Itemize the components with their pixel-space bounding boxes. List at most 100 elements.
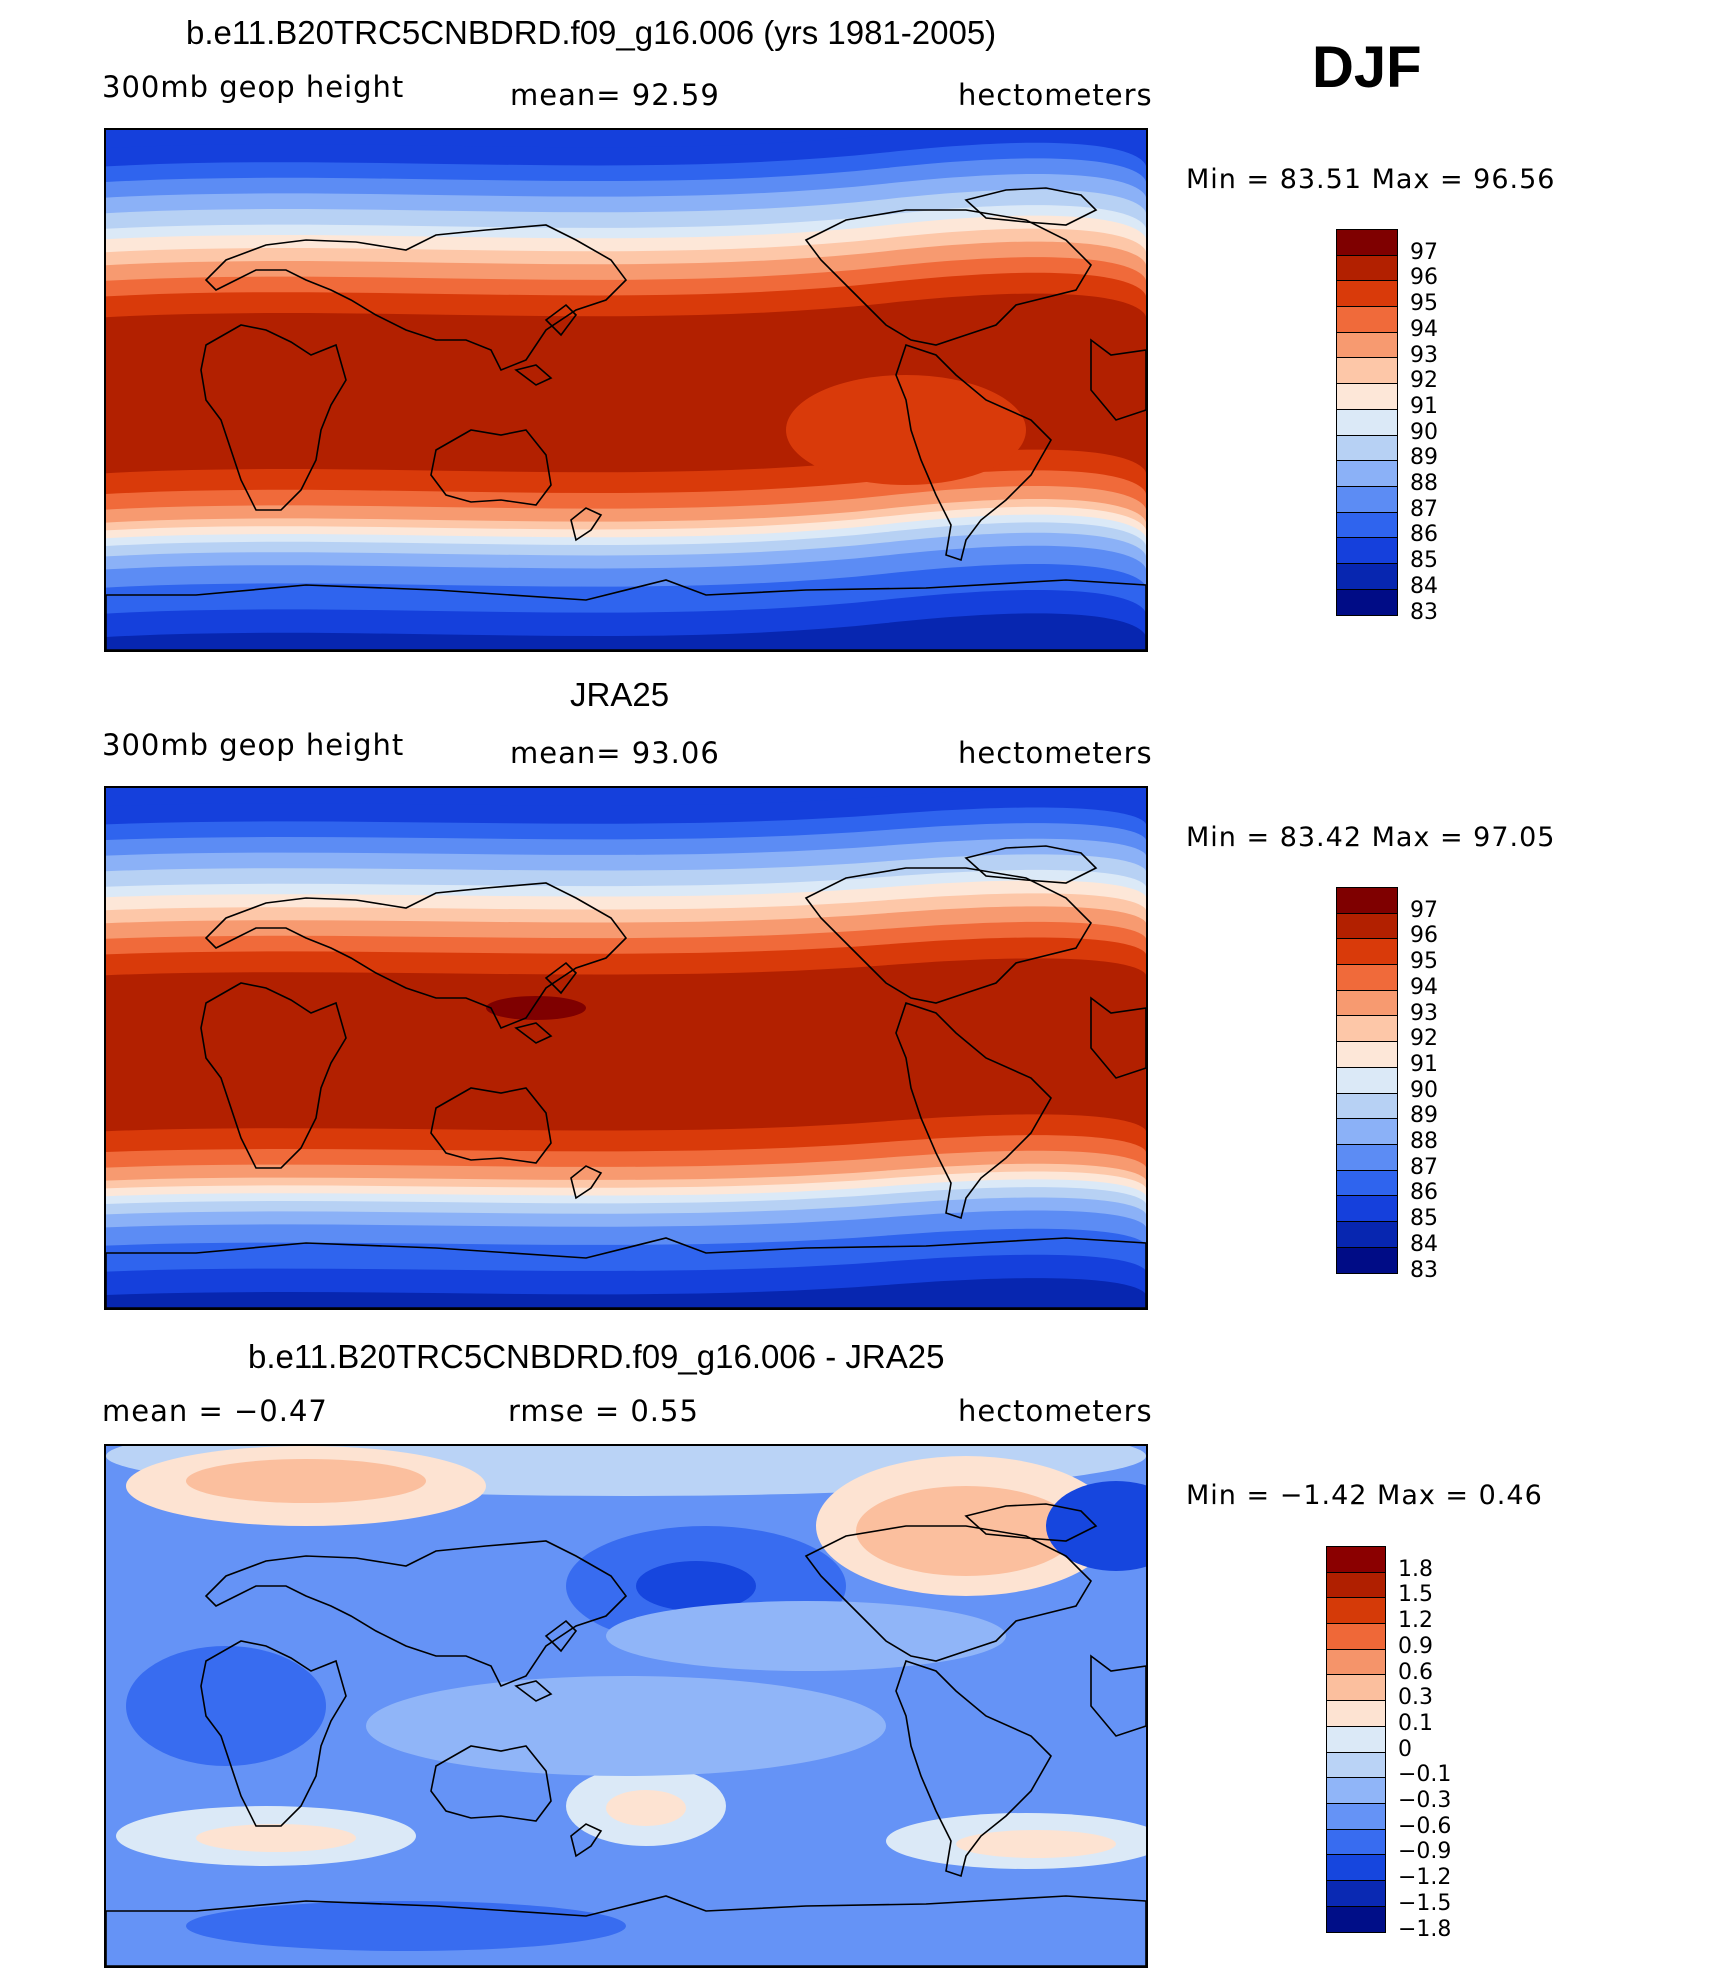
colorbar-label: 92 xyxy=(1410,368,1438,394)
colorbar-swatch xyxy=(1337,888,1397,914)
colorbar-swatch xyxy=(1327,1752,1385,1779)
colorbar-label: 97 xyxy=(1410,239,1438,265)
colorbar-swatch xyxy=(1327,1701,1385,1727)
colorbar-swatch xyxy=(1337,913,1397,940)
colorbar-swatch xyxy=(1337,1042,1397,1068)
colorbar-swatch xyxy=(1337,538,1397,564)
panel-1-units: hectometers xyxy=(958,78,1153,112)
coastline xyxy=(895,1659,1052,1878)
colorbar-label: 85 xyxy=(1410,548,1438,574)
coastline xyxy=(514,1022,553,1044)
colorbar-label: −0.3 xyxy=(1398,1788,1452,1813)
colorbar-swatch xyxy=(1337,1093,1397,1120)
colorbar-swatch xyxy=(1337,1144,1397,1171)
panel-1-minmax: Min = 83.51 Max = 96.56 xyxy=(1186,164,1556,195)
coastline xyxy=(430,1745,552,1822)
colorbar-label: 91 xyxy=(1410,393,1438,419)
colorbar-swatch xyxy=(1327,1572,1385,1599)
colorbar-swatch xyxy=(1327,1649,1385,1676)
panel-2-variable: 300mb geop height xyxy=(102,728,405,762)
colorbar-swatch xyxy=(1327,1547,1385,1573)
coastline xyxy=(1090,338,1146,421)
colorbar-label: 96 xyxy=(1410,923,1438,949)
coastline xyxy=(964,845,1098,884)
colorbar-label: 1.2 xyxy=(1398,1608,1433,1634)
colorbar-label: 89 xyxy=(1410,1103,1438,1129)
coastline xyxy=(895,343,1052,562)
contour-blob xyxy=(606,1601,1006,1671)
colorbar-swatch xyxy=(1337,384,1397,410)
coastline xyxy=(200,982,347,1169)
contour-region xyxy=(786,375,1026,485)
colorbar-swatch xyxy=(1337,1067,1397,1094)
colorbar-swatch xyxy=(1327,1880,1385,1907)
colorbar-label: 94 xyxy=(1410,316,1438,342)
colorbar-label: 0.3 xyxy=(1398,1685,1433,1711)
colorbar-label: 84 xyxy=(1410,1231,1438,1257)
colorbar-swatch xyxy=(1327,1778,1385,1804)
contour-max-region xyxy=(486,996,586,1020)
contour-blob xyxy=(366,1676,886,1776)
panel-1-map xyxy=(104,128,1148,652)
colorbar-swatch xyxy=(1337,230,1397,256)
panel-3-rmse: rmse = 0.55 xyxy=(508,1394,699,1428)
contour-blob xyxy=(636,1561,756,1611)
colorbar-label: 87 xyxy=(1410,496,1438,522)
colorbar-swatch xyxy=(1337,307,1397,333)
contour-blob xyxy=(126,1646,326,1766)
contour-blob xyxy=(956,1830,1116,1858)
coastline xyxy=(544,303,578,337)
colorbar-label: 96 xyxy=(1410,265,1438,291)
colorbar-swatch xyxy=(1327,1598,1385,1625)
map-plot xyxy=(106,788,1146,1308)
colorbar-swatch xyxy=(1327,1726,1385,1753)
panel-2-minmax: Min = 83.42 Max = 97.05 xyxy=(1186,822,1556,853)
contour-blob xyxy=(186,1901,626,1951)
colorbar-label: −1.2 xyxy=(1398,1865,1452,1891)
coastline xyxy=(200,324,347,511)
season-label: DJF xyxy=(1312,35,1422,100)
coastline xyxy=(804,1525,1093,1662)
coastline xyxy=(106,579,1146,650)
colorbar-label: 88 xyxy=(1410,471,1438,496)
colorbar-label: −1.5 xyxy=(1398,1890,1452,1916)
contour-band xyxy=(106,613,1146,650)
coastline xyxy=(544,1619,578,1653)
panel-2-title: JRA25 xyxy=(570,676,670,713)
colorbar-swatch xyxy=(1337,358,1397,385)
coastline xyxy=(964,187,1098,226)
colorbar-label: −0.6 xyxy=(1398,1813,1452,1839)
panel-2-mean: mean= 93.06 xyxy=(510,736,720,770)
colorbar-swatch xyxy=(1337,281,1397,308)
colorbar-boxes xyxy=(1326,1546,1386,1934)
colorbar-label: 90 xyxy=(1410,419,1438,445)
coastline xyxy=(430,1087,552,1164)
colorbar-label: 0.6 xyxy=(1398,1659,1433,1685)
contour-blob xyxy=(186,1459,426,1503)
contour-blob xyxy=(196,1824,356,1852)
map-plot xyxy=(106,130,1146,650)
colorbar-label: 86 xyxy=(1410,1180,1438,1206)
colorbar-swatch xyxy=(1337,1016,1397,1043)
coastline xyxy=(544,961,578,995)
coastline xyxy=(1090,1654,1146,1737)
colorbar-label: 83 xyxy=(1410,1257,1438,1283)
colorbar-swatch xyxy=(1337,255,1397,282)
colorbar-label: 92 xyxy=(1410,1026,1438,1052)
colorbar-swatch xyxy=(1337,939,1397,966)
map-plot xyxy=(106,1446,1146,1966)
coastline xyxy=(204,224,628,372)
colorbar-swatch xyxy=(1337,1196,1397,1222)
colorbar-label: −0.9 xyxy=(1398,1839,1452,1865)
colorbar-swatch xyxy=(1337,512,1397,539)
coastline xyxy=(200,1640,347,1827)
colorbar-label: 84 xyxy=(1410,573,1438,599)
coastline xyxy=(106,1237,1146,1308)
colorbar-swatch xyxy=(1337,990,1397,1017)
colorbar-label: −0.1 xyxy=(1398,1762,1452,1788)
colorbar-swatch xyxy=(1337,461,1397,487)
coastline xyxy=(514,1680,553,1702)
colorbar-swatch xyxy=(1337,435,1397,462)
colorbar-label: 97 xyxy=(1410,897,1438,923)
contour-blob xyxy=(856,1486,1076,1576)
